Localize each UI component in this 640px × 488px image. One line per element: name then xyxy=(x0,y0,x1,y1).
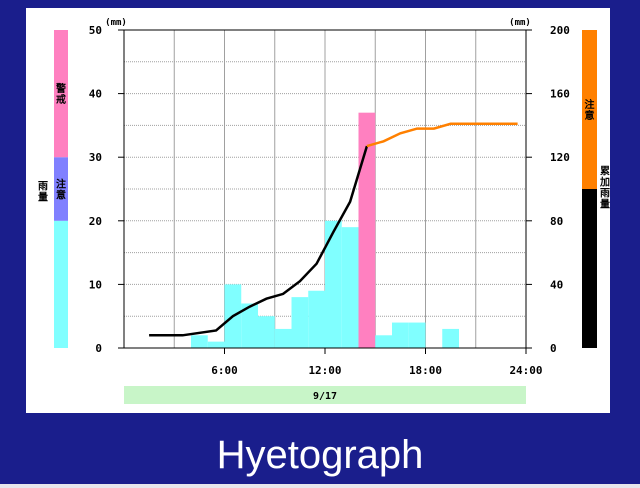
right-tick-label: 200 xyxy=(550,24,570,37)
left-band-segment xyxy=(54,157,68,221)
x-tick-label: 6:00 xyxy=(211,364,238,377)
left-band-label: 注 xyxy=(56,178,66,191)
rainfall-bar xyxy=(207,341,225,348)
rainfall-bar xyxy=(375,335,392,348)
x-tick-label: 24:00 xyxy=(509,364,542,377)
rainfall-axis-label: 雨 xyxy=(38,181,48,193)
right-tick-label: 80 xyxy=(550,215,563,228)
rainfall-bar xyxy=(325,220,342,348)
rainfall-bar xyxy=(241,303,258,348)
cumulative-axis-label: 量 xyxy=(600,198,610,211)
left-band-label: 意 xyxy=(56,189,66,202)
rainfall-bar xyxy=(408,322,426,348)
left-axis-unit: (mm) xyxy=(105,18,127,28)
left-band-label: 警 xyxy=(55,82,66,95)
left-tick-label: 50 xyxy=(89,24,102,37)
slide-caption: Hyetograph xyxy=(216,433,424,477)
date-label: 9/17 xyxy=(313,391,337,402)
left-tick-label: 40 xyxy=(89,88,102,101)
left-band-segment xyxy=(54,220,68,348)
right-band-segment xyxy=(582,189,597,348)
rainfall-bar xyxy=(274,328,292,348)
left-tick-label: 20 xyxy=(89,215,102,228)
cumulative-forecast-line xyxy=(366,122,518,148)
right-tick-label: 40 xyxy=(550,278,563,291)
rainfall-bar xyxy=(341,227,359,348)
right-band-segment xyxy=(582,30,597,189)
rainfall-bar xyxy=(308,290,325,348)
x-tick-label: 12:00 xyxy=(308,364,341,377)
left-tick-label: 10 xyxy=(89,278,102,291)
right-tick-label: 160 xyxy=(550,88,570,101)
rainfall-bar xyxy=(442,328,459,348)
rainfall-bar xyxy=(358,112,376,349)
rainfall-axis-label: 量 xyxy=(38,191,48,204)
x-tick-label: 18:00 xyxy=(409,364,442,377)
rainfall-bar xyxy=(291,297,309,348)
hyetograph-chart: 注意警戒雨量注意累加雨量01020304050(mm)0408012016020… xyxy=(38,18,610,404)
cumulative-axis-label: 累 xyxy=(600,166,610,178)
right-band-label: 意 xyxy=(585,109,595,122)
left-tick-label: 0 xyxy=(95,342,102,355)
cumulative-axis-label: 雨 xyxy=(600,188,610,200)
rainfall-bar xyxy=(392,322,409,348)
right-tick-label: 0 xyxy=(550,342,557,355)
rainfall-bar xyxy=(258,316,275,348)
cumulative-observed-line xyxy=(149,145,369,337)
left-band-segment xyxy=(54,30,68,158)
date-bar xyxy=(124,386,526,404)
left-tick-label: 30 xyxy=(89,151,102,164)
cumulative-axis-label: 加 xyxy=(599,176,610,189)
right-band-label: 注 xyxy=(585,98,595,111)
right-axis-unit: (mm) xyxy=(509,18,531,28)
left-band-label: 戒 xyxy=(56,93,66,106)
chart-panel: 注意警戒雨量注意累加雨量 0 10 20 30 40 50 (mm) 0 40 80 120 160 20… xyxy=(26,8,610,413)
rainfall-bar xyxy=(191,335,208,348)
right-tick-label: 120 xyxy=(550,151,570,164)
